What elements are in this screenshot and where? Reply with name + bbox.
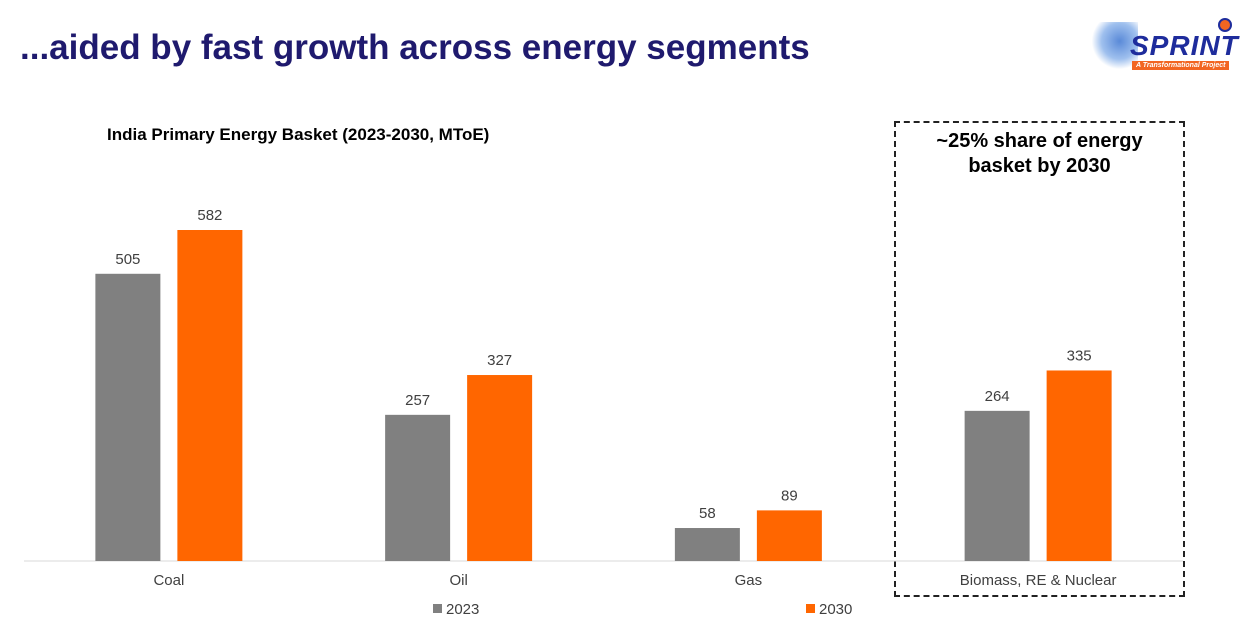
logo-tagline: A Transformational Project bbox=[1132, 61, 1230, 70]
bar-2023-2 bbox=[674, 528, 740, 561]
data-label: 58 bbox=[699, 505, 716, 522]
legend-label: 2023 bbox=[446, 601, 479, 618]
data-label: 264 bbox=[985, 388, 1010, 405]
x-tick-label: Biomass, RE & Nuclear bbox=[960, 572, 1117, 589]
callout-line-1: ~25% share of energy bbox=[936, 130, 1143, 152]
page-title: ...aided by fast growth across energy se… bbox=[20, 28, 810, 67]
runner-graphic bbox=[1092, 22, 1138, 70]
callout-box: ~25% share of energy basket by 2030 bbox=[894, 121, 1185, 597]
callout-line-2: basket by 2030 bbox=[968, 155, 1111, 177]
sprint-logo: SPRINT A Transformational Project bbox=[1090, 18, 1238, 74]
logo-word: SPRINT bbox=[1130, 30, 1239, 61]
bar-2030-3 bbox=[1046, 370, 1112, 561]
bar-2023-1 bbox=[385, 414, 451, 561]
data-label: 335 bbox=[1067, 347, 1092, 364]
bar-2030-2 bbox=[756, 510, 822, 561]
data-label: 582 bbox=[197, 207, 222, 224]
legend-swatch-2023 bbox=[433, 604, 442, 613]
indianoil-badge-icon bbox=[1218, 18, 1232, 32]
x-tick-label: Oil bbox=[449, 572, 467, 589]
data-label: 327 bbox=[487, 352, 512, 369]
data-label: 89 bbox=[781, 487, 798, 504]
bar-2030-0 bbox=[177, 230, 243, 561]
legend-label: 2030 bbox=[819, 601, 852, 618]
data-label: 257 bbox=[405, 392, 430, 409]
legend-swatch-2030 bbox=[806, 604, 815, 613]
callout-text: ~25% share of energy basket by 2030 bbox=[896, 129, 1183, 179]
bar-2023-3 bbox=[964, 410, 1030, 561]
x-tick-label: Coal bbox=[153, 572, 184, 589]
bar-2023-0 bbox=[95, 273, 161, 561]
chart-title: India Primary Energy Basket (2023-2030, … bbox=[107, 125, 490, 144]
bar-2030-1 bbox=[467, 375, 533, 561]
data-label: 505 bbox=[115, 251, 140, 268]
x-tick-label: Gas bbox=[735, 572, 763, 589]
